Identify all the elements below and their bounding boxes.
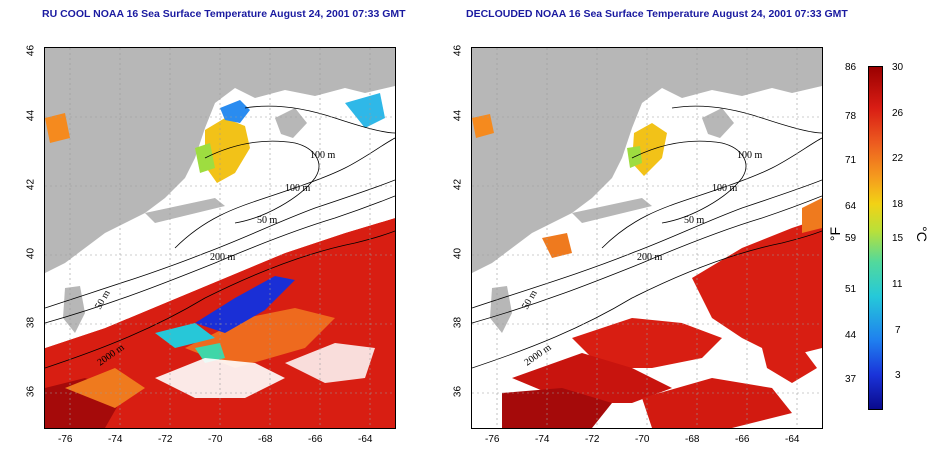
gulf-of-maine-water [220, 100, 250, 123]
contour-label-50m: 50 m [257, 215, 278, 226]
celsius-tick: 18 [892, 199, 904, 210]
y-tick-label: 38 [25, 316, 37, 329]
coastal-cyan [345, 93, 385, 128]
graticule [45, 48, 395, 428]
y-tick-label: 46 [452, 44, 464, 57]
orange-patch [542, 233, 572, 258]
y-tick-label: 38 [452, 316, 464, 329]
delmarva [63, 286, 85, 333]
cyan-patch [195, 343, 225, 363]
y-tick-label: 42 [25, 178, 37, 191]
x-tick-label: -74 [535, 434, 550, 445]
y-tick-label: 36 [452, 385, 464, 398]
left-sst-map: 100 m 100 m 50 m 200 m 50 m 2000 m [44, 47, 396, 429]
y-tick-label: 44 [452, 109, 464, 122]
fahrenheit-tick: 64 [845, 201, 857, 212]
x-tick-label: -74 [108, 434, 123, 445]
cloud-mask [45, 188, 395, 428]
x-tick-label: -76 [485, 434, 500, 445]
land-mass [472, 48, 822, 273]
x-tick-label: -72 [158, 434, 173, 445]
celsius-tick: 3 [895, 370, 901, 381]
gulf-of-maine-water [205, 118, 250, 183]
x-tick-label: -64 [358, 434, 373, 445]
long-island [572, 198, 652, 223]
warm-water-region [692, 218, 822, 358]
x-tick-label: -66 [308, 434, 323, 445]
contour-label-100m: 100 m [712, 183, 738, 194]
y-tick-label: 44 [25, 109, 37, 122]
long-island [145, 198, 225, 223]
fahrenheit-tick: 78 [845, 111, 857, 122]
y-tick-label: 40 [25, 247, 37, 260]
fahrenheit-tick: 86 [845, 62, 857, 73]
right-map-title: DECLOUDED NOAA 16 Sea Surface Temperatur… [466, 8, 848, 20]
contour-label-100m: 100 m [285, 183, 311, 194]
celsius-tick: 30 [892, 62, 904, 73]
y-tick-label: 36 [25, 385, 37, 398]
fahrenheit-tick: 44 [845, 330, 857, 341]
contour-label-100m-north: 100 m [310, 150, 336, 161]
contour-label-200m: 200 m [210, 252, 236, 263]
celsius-tick: 22 [892, 153, 904, 164]
x-tick-label: -64 [785, 434, 800, 445]
bathymetry-contours [45, 105, 395, 369]
land-mass [45, 48, 395, 273]
x-tick-label: -70 [635, 434, 650, 445]
fahrenheit-tick: 51 [845, 284, 857, 295]
y-tick-label: 42 [452, 178, 464, 191]
celsius-tick: 7 [895, 325, 901, 336]
warm-water-region [642, 378, 792, 428]
x-tick-label: -76 [58, 434, 73, 445]
cape-cod [702, 108, 734, 138]
fahrenheit-tick: 71 [845, 155, 857, 166]
delmarva [490, 286, 512, 333]
celsius-tick: 26 [892, 108, 904, 119]
x-tick-label: -68 [685, 434, 700, 445]
y-tick-label: 46 [25, 44, 37, 57]
warm-water-region [802, 198, 822, 233]
right-sst-map: 100 m 100 m 50 m 200 m 50 m 2000 m [471, 47, 823, 429]
x-tick-label: -72 [585, 434, 600, 445]
deep-red-region [502, 388, 612, 428]
orange-patch [65, 368, 145, 408]
contour-label-50m-south: 50 m [520, 288, 540, 311]
fahrenheit-tick: 59 [845, 233, 857, 244]
graticule [472, 48, 822, 428]
cloud-mask [285, 343, 375, 383]
fahrenheit-unit-label: °F [827, 226, 844, 242]
x-tick-label: -68 [258, 434, 273, 445]
coastal-orange [45, 113, 70, 143]
temperature-colorbar [868, 66, 883, 410]
y-tick-label: 40 [452, 247, 464, 260]
fahrenheit-tick: 37 [845, 374, 857, 385]
cape-cod [275, 108, 307, 138]
contour-label-100m-north: 100 m [737, 150, 763, 161]
coastal-orange [472, 114, 494, 138]
contour-label-2000m: 2000 m [522, 342, 553, 369]
contour-label-50m: 50 m [684, 215, 705, 226]
x-tick-label: -66 [735, 434, 750, 445]
warm-water-region [762, 348, 817, 383]
celsius-tick: 11 [892, 279, 903, 290]
left-map-title: RU COOL NOAA 16 Sea Surface Temperature … [42, 8, 406, 20]
celsius-unit-label: °C [913, 226, 930, 242]
celsius-tick: 15 [892, 233, 904, 244]
contour-label-200m: 200 m [637, 252, 663, 263]
x-tick-label: -70 [208, 434, 223, 445]
